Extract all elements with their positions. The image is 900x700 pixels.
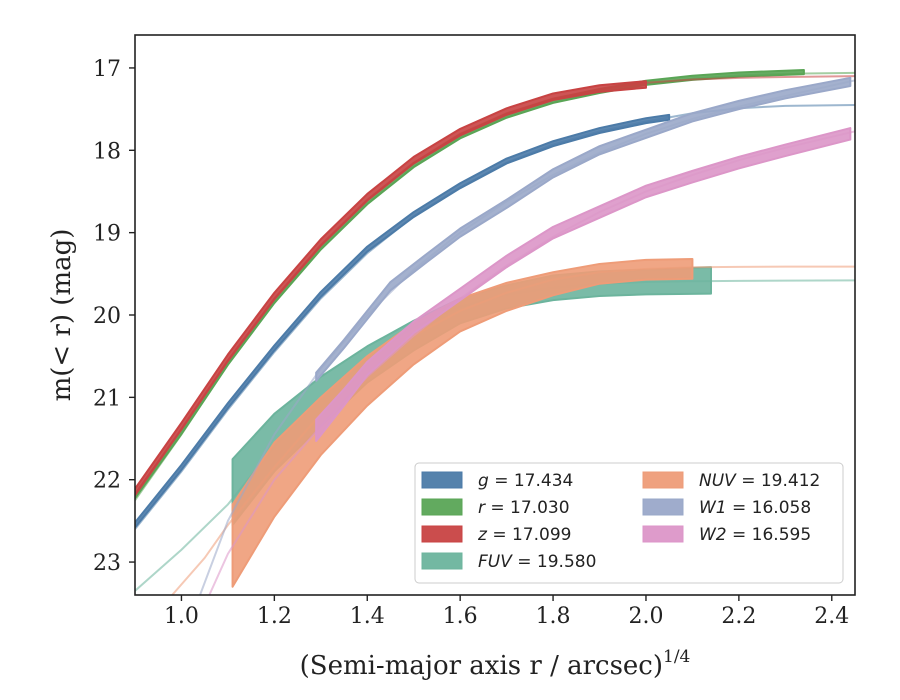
legend-label-nuv: NUV = 19.412 (699, 471, 820, 491)
series-w2-data-band (315, 127, 852, 442)
series-g-data-band (135, 113, 671, 529)
x-tick-label: 1.4 (350, 604, 385, 629)
y-axis-label: m(< r) (mag) (47, 229, 77, 402)
x-tick-label: 1.2 (257, 604, 292, 629)
x-tick-label: 1.8 (536, 604, 571, 629)
x-axis-label: (Semi-major axis r / arcsec)1/4 (300, 647, 691, 681)
y-tick-label: 19 (93, 222, 121, 247)
legend-frame (414, 462, 844, 584)
y-tick-label: 21 (93, 386, 121, 411)
x-tick-label: 1.6 (443, 604, 478, 629)
series-z-model-line (135, 75, 855, 496)
legend-label-w2: W2 = 16.595 (699, 525, 811, 545)
y-tick-label: 23 (93, 551, 121, 576)
legend-label-r: r = 17.030 (478, 498, 570, 518)
x-axis-label-exponent: 1/4 (663, 647, 690, 667)
plot-area (135, 69, 855, 595)
x-tick-label: 2.2 (721, 604, 756, 629)
legend-label-w1: W1 = 16.058 (699, 498, 811, 518)
legend-swatch-w2 (642, 525, 684, 543)
legend-swatch-nuv (642, 471, 684, 489)
y-tick-label: 17 (93, 57, 121, 82)
legend-label-fuv: FUV = 19.580 (478, 552, 596, 572)
legend: g = 17.434 r = 17.030 z = 17.099 FUV = 19.5… (414, 462, 844, 584)
series-z-data-band (135, 80, 647, 497)
legend-swatch-z (421, 525, 463, 543)
axes: 1.0 1.2 1.4 1.6 1.8 2.0 2.2 2.4 17 18 19 20 21 22 23 (93, 57, 849, 629)
legend-label-z: z = 17.099 (477, 525, 571, 545)
y-tick-label: 22 (93, 469, 121, 494)
legend-swatch-w1 (642, 498, 684, 516)
legend-label-g: g = 17.434 (478, 471, 573, 491)
series-w1-data-band (315, 76, 852, 382)
y-tick-label: 18 (93, 139, 121, 164)
x-tick-label: 2.0 (628, 604, 663, 629)
y-tick-label: 20 (93, 304, 121, 329)
legend-swatch-r (421, 498, 463, 516)
x-tick-label: 2.4 (814, 604, 849, 629)
legend-swatch-fuv (421, 552, 463, 570)
legend-swatch-g (421, 471, 463, 489)
x-tick-label: 1.0 (164, 604, 199, 629)
